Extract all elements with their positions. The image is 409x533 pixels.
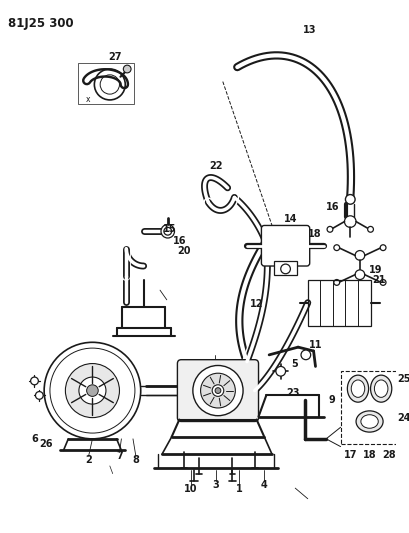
Bar: [274, 261, 297, 274]
Circle shape: [334, 279, 339, 285]
Circle shape: [344, 216, 356, 228]
Bar: [308, 279, 371, 326]
Circle shape: [380, 279, 386, 285]
Text: 23: 23: [287, 387, 300, 398]
Ellipse shape: [356, 411, 383, 432]
Circle shape: [124, 65, 131, 73]
Text: 15: 15: [163, 224, 176, 235]
Text: 17: 17: [344, 450, 357, 461]
Circle shape: [355, 270, 365, 279]
Text: 12: 12: [250, 298, 263, 309]
Circle shape: [327, 227, 333, 232]
Text: x: x: [85, 95, 90, 104]
Circle shape: [334, 245, 339, 251]
Text: 22: 22: [209, 160, 223, 171]
Circle shape: [79, 377, 106, 404]
Text: 19: 19: [369, 265, 382, 275]
Text: 14: 14: [283, 214, 297, 224]
Text: 27: 27: [108, 52, 121, 62]
Circle shape: [31, 377, 38, 385]
Text: 21: 21: [373, 274, 386, 285]
Circle shape: [65, 364, 119, 418]
Circle shape: [281, 264, 290, 274]
Text: 20: 20: [178, 246, 191, 255]
Text: 6: 6: [31, 434, 38, 444]
Text: 1: 1: [236, 484, 243, 494]
Circle shape: [87, 385, 98, 397]
Circle shape: [164, 228, 172, 235]
Bar: [78, 63, 134, 104]
Text: 25: 25: [398, 374, 409, 384]
Ellipse shape: [351, 380, 365, 397]
Text: 16: 16: [173, 236, 186, 246]
Circle shape: [346, 195, 355, 204]
Circle shape: [193, 366, 243, 416]
Text: 8: 8: [133, 455, 139, 465]
FancyBboxPatch shape: [178, 360, 258, 422]
Text: 4: 4: [261, 480, 268, 490]
Circle shape: [301, 350, 311, 360]
Ellipse shape: [347, 375, 369, 402]
Text: 11: 11: [309, 340, 322, 350]
Text: 24: 24: [398, 413, 409, 423]
Circle shape: [44, 342, 141, 439]
Text: 2: 2: [85, 455, 92, 465]
Circle shape: [215, 387, 221, 393]
Circle shape: [276, 367, 285, 376]
Text: 5: 5: [291, 359, 298, 368]
Text: 16: 16: [326, 202, 339, 212]
Circle shape: [200, 373, 235, 408]
Circle shape: [368, 227, 373, 232]
Circle shape: [212, 385, 224, 397]
Bar: [341, 372, 397, 443]
Text: 18: 18: [308, 229, 321, 239]
Text: 13: 13: [303, 26, 317, 35]
Circle shape: [380, 245, 386, 251]
Text: 9: 9: [328, 395, 335, 405]
Text: 18: 18: [363, 450, 376, 461]
Circle shape: [355, 251, 365, 260]
Circle shape: [161, 224, 175, 238]
Text: 3: 3: [213, 480, 219, 490]
Text: 7: 7: [116, 451, 123, 461]
Circle shape: [36, 392, 43, 399]
Text: 28: 28: [382, 450, 396, 461]
FancyBboxPatch shape: [261, 225, 310, 266]
Text: 10: 10: [184, 484, 198, 494]
Ellipse shape: [374, 380, 388, 397]
Ellipse shape: [361, 415, 378, 428]
Text: 26: 26: [39, 439, 53, 449]
Text: 81J25 300: 81J25 300: [9, 17, 74, 30]
Ellipse shape: [371, 375, 392, 402]
